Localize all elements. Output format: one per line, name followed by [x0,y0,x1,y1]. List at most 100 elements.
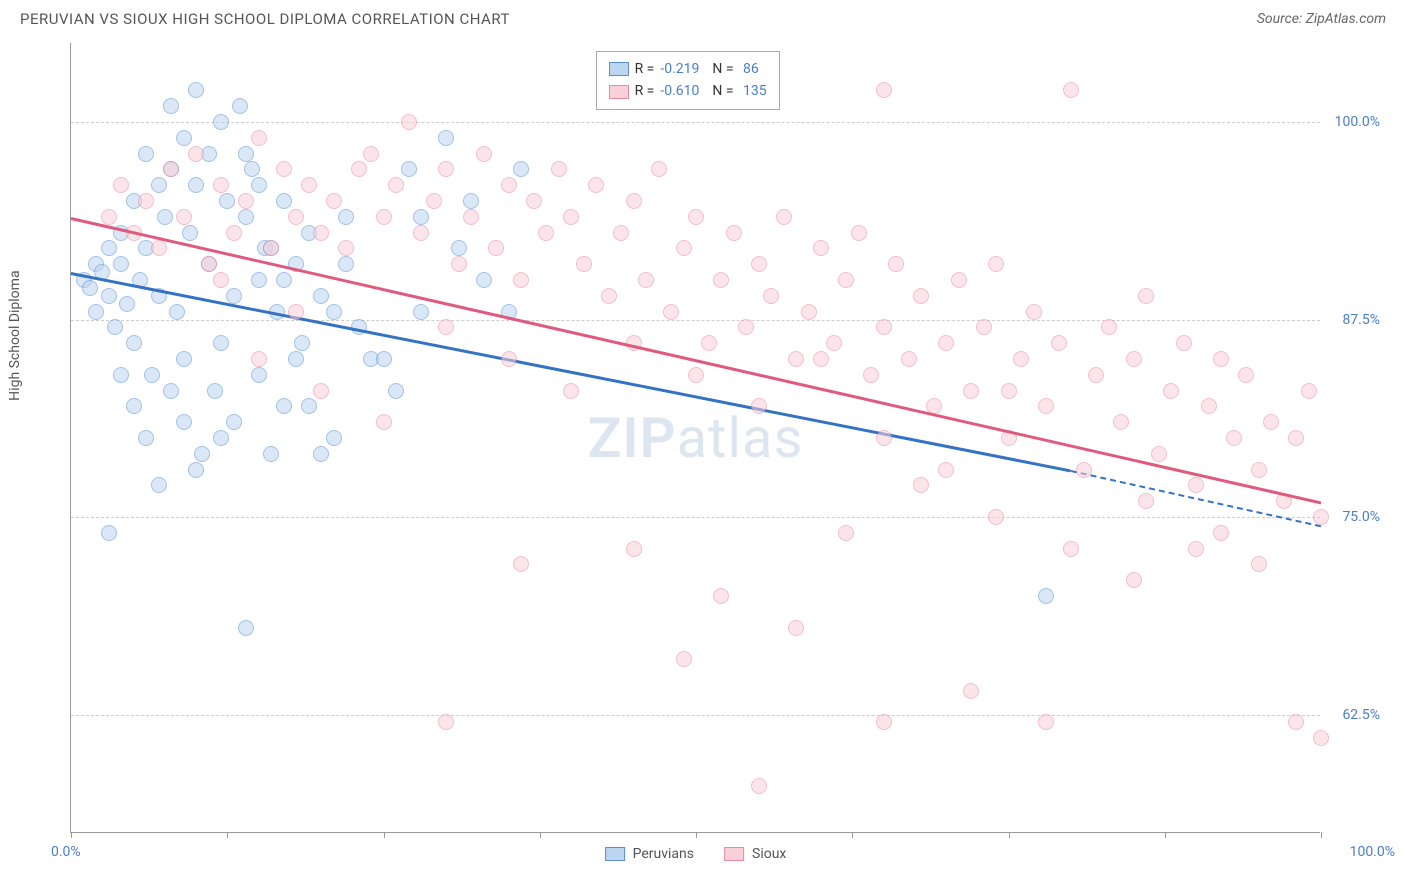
data-point [713,272,729,288]
data-point [301,398,317,414]
data-point [1201,398,1217,414]
data-point [151,477,167,493]
data-point [451,240,467,256]
legend-swatch [609,85,629,99]
data-point [1213,351,1229,367]
x-tick-mark [384,832,385,838]
data-point [976,319,992,335]
data-point [551,161,567,177]
data-point [1038,588,1054,604]
data-point [1013,351,1029,367]
r-value: -0.219 [660,58,699,80]
data-point [913,477,929,493]
data-point [301,177,317,193]
data-point [876,714,892,730]
data-point [438,130,454,146]
data-point [651,161,667,177]
data-point [138,193,154,209]
data-point [113,256,129,272]
data-point [326,430,342,446]
data-point [338,256,354,272]
data-point [1238,367,1254,383]
data-point [101,288,117,304]
data-point [676,240,692,256]
chart-container: High School Diploma ZIPatlas R = -0.219 … [20,33,1386,883]
data-point [326,193,342,209]
data-point [876,82,892,98]
data-point [251,272,267,288]
data-point [388,383,404,399]
data-point [1126,351,1142,367]
data-point [713,588,729,604]
data-point [401,161,417,177]
data-point [238,193,254,209]
data-point [1188,541,1204,557]
x-tick-mark [852,832,853,838]
data-point [1026,304,1042,320]
x-axis-min-label: 0.0% [51,844,81,860]
data-point [701,335,717,351]
data-point [151,177,167,193]
gridline [71,320,1320,321]
data-point [1001,383,1017,399]
r-label: R = [635,80,655,102]
data-point [1313,730,1329,746]
data-point [226,288,242,304]
data-point [888,256,904,272]
data-point [251,130,267,146]
data-point [438,161,454,177]
series-legend: PeruviansSioux [605,846,787,862]
legend-swatch [605,847,625,861]
data-point [876,319,892,335]
data-point [626,193,642,209]
data-point [101,209,117,225]
data-point [1226,430,1242,446]
series-legend-item: Peruvians [605,846,694,862]
legend-swatch [724,847,744,861]
n-label: N = [705,80,733,102]
data-point [563,383,579,399]
data-point [1263,414,1279,430]
data-point [688,367,704,383]
data-point [1063,82,1079,98]
data-point [638,272,654,288]
data-point [413,225,429,241]
data-point [413,209,429,225]
data-point [363,146,379,162]
data-point [376,414,392,430]
data-point [801,304,817,320]
data-point [263,446,279,462]
data-point [1063,541,1079,557]
data-point [451,256,467,272]
data-point [313,288,329,304]
data-point [338,240,354,256]
data-point [438,714,454,730]
data-point [288,351,304,367]
x-tick-mark [696,832,697,838]
legend-row: R = -0.610 N = 135 [609,80,767,102]
data-point [488,240,504,256]
data-point [276,193,292,209]
data-point [738,319,754,335]
data-point [438,319,454,335]
data-point [501,351,517,367]
data-point [238,146,254,162]
data-point [1113,414,1129,430]
data-point [588,177,604,193]
legend-row: R = -0.219 N = 86 [609,58,767,80]
gridline [71,122,1320,123]
y-tick-label: 87.5% [1325,312,1380,328]
data-point [294,335,310,351]
data-point [1038,398,1054,414]
plot-area: ZIPatlas R = -0.219 N = 86R = -0.610 N =… [70,43,1320,833]
data-point [688,209,704,225]
data-point [226,414,242,430]
data-point [88,304,104,320]
data-point [1051,335,1067,351]
data-point [1176,335,1192,351]
data-point [851,225,867,241]
data-point [157,209,173,225]
r-label: R = [635,58,655,80]
data-point [176,130,192,146]
data-point [376,209,392,225]
